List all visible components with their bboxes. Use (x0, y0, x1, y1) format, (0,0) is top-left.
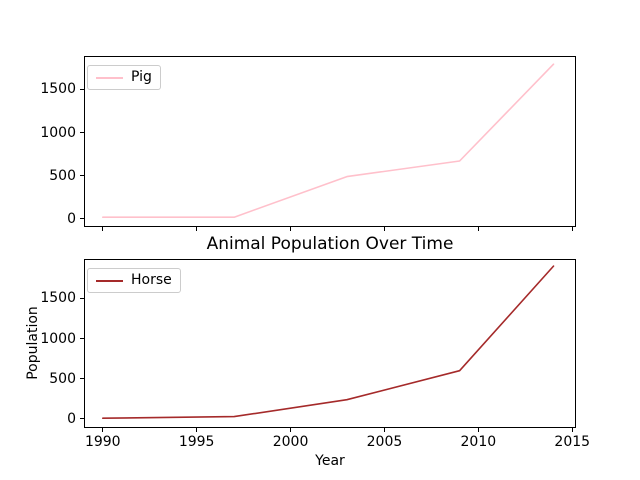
y-tick-label: 1000 (40, 330, 76, 347)
x-tick-mark (383, 428, 385, 432)
x-tick-mark (290, 227, 292, 231)
x-tick-mark (196, 227, 198, 231)
y-tick-mark (80, 418, 84, 420)
y-tick-label: 500 (49, 167, 76, 184)
pig-legend: Pig (87, 65, 161, 91)
y-tick-label: 0 (67, 410, 76, 427)
pig-legend-label: Pig (131, 69, 152, 85)
y-tick-label: 500 (49, 370, 76, 387)
y-tick-mark (80, 338, 84, 339)
x-tick-mark (290, 428, 292, 432)
x-tick-mark (477, 428, 479, 432)
x-tick-label: 2000 (272, 434, 309, 450)
y-tick-label: 0 (67, 210, 76, 227)
pig-plot-canvas (101, 63, 555, 218)
pig-subplot-axes: Pig (84, 56, 576, 227)
y-tick-mark (80, 297, 84, 299)
y-tick-mark (80, 378, 84, 380)
pig-line (101, 63, 555, 218)
y-tick-label: 1000 (40, 124, 76, 141)
y-tick-label: 1500 (40, 290, 76, 307)
x-tick-mark (102, 227, 104, 231)
chart-title: Animal Population Over Time (206, 234, 454, 254)
x-tick-mark (477, 227, 479, 231)
x-tick-mark (196, 428, 198, 432)
x-tick-mark (383, 227, 385, 231)
y-tick-mark (80, 175, 84, 177)
horse-legend-line-swatch (96, 279, 123, 282)
x-tick-mark (102, 428, 104, 432)
horse-line (101, 265, 555, 419)
horse-legend-label: Horse (131, 272, 172, 288)
horse-subplot-axes: Horse (84, 259, 576, 428)
horse-legend: Horse (87, 268, 181, 294)
horse-plot-canvas (101, 265, 555, 419)
y-tick-mark (80, 132, 84, 133)
y-tick-mark (80, 218, 84, 220)
x-tick-mark (571, 227, 573, 231)
x-tick-label: 2005 (366, 434, 403, 450)
x-tick-mark (571, 428, 573, 432)
y-tick-label: 1500 (40, 81, 76, 98)
pig-legend-line-swatch (96, 76, 123, 79)
x-tick-label: 2015 (554, 434, 591, 450)
x-axis-label: Year (315, 453, 345, 469)
y-tick-mark (80, 88, 84, 90)
x-tick-label: 2010 (460, 434, 497, 450)
x-tick-label: 1995 (178, 434, 215, 450)
x-tick-label: 1990 (84, 434, 121, 450)
